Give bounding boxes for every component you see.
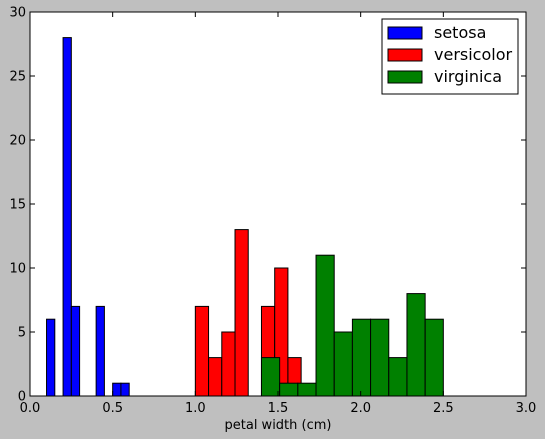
bar-virginica-8: [406, 293, 426, 397]
bar-virginica-6: [370, 318, 390, 397]
bar-virginica-7: [388, 357, 408, 397]
bar-versicolor-0: [194, 305, 210, 397]
x-tick-label: 3.0: [516, 401, 537, 416]
bar-setosa-3: [95, 305, 105, 397]
legend-label-setosa: setosa: [434, 23, 486, 42]
bar-virginica-4: [333, 331, 353, 397]
bar-virginica-5: [351, 318, 372, 397]
x-tick-label: 2.0: [350, 401, 371, 416]
bar-virginica-1: [279, 382, 299, 397]
legend-label-versicolor: versicolor: [434, 45, 512, 64]
bar-setosa-4: [112, 382, 122, 397]
bar-virginica-3: [315, 254, 335, 397]
y-tick-label: 25: [9, 70, 26, 85]
bar-versicolor-1: [208, 357, 223, 397]
bar-virginica-0: [260, 357, 281, 397]
bar-setosa-2: [70, 305, 81, 397]
y-tick-label: 15: [9, 198, 26, 213]
y-tick-label: 0: [18, 390, 26, 405]
legend-swatch-setosa: [387, 26, 423, 40]
bar-versicolor-3: [234, 229, 249, 397]
y-tick-label: 10: [9, 262, 26, 277]
legend-swatch-versicolor: [387, 48, 423, 62]
bar-versicolor-2: [221, 331, 236, 397]
x-tick-label: 0.5: [102, 401, 123, 416]
y-tick-label: 20: [9, 134, 26, 149]
bar-setosa-5: [120, 382, 130, 397]
x-axis-label: petal width (cm): [225, 418, 332, 433]
legend-swatch-virginica: [387, 70, 423, 84]
bar-setosa-1: [62, 37, 72, 397]
bar-virginica-2: [297, 382, 317, 397]
x-tick-label: 1.0: [185, 401, 206, 416]
x-tick-label: 0.0: [20, 401, 41, 416]
ticks-layer: 0.0 0.5 1.0 1.5 2.0 2.5 3.0 0 5 10 15 20 25 30: [9, 6, 536, 417]
bar-setosa-0: [46, 318, 56, 397]
legend-label-virginica: virginica: [434, 67, 502, 86]
x-tick-label: 2.5: [433, 401, 454, 416]
x-tick-label: 1.5: [268, 401, 289, 416]
y-tick-label: 5: [18, 326, 26, 341]
y-tick-label: 30: [9, 6, 26, 21]
legend: setosa versicolor virginica: [381, 18, 519, 95]
plot-frame: [29, 11, 527, 397]
bar-virginica-9: [424, 318, 444, 397]
